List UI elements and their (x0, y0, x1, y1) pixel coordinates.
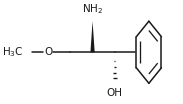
Text: O: O (44, 47, 52, 57)
Text: OH: OH (107, 88, 123, 98)
Text: H$_3$C: H$_3$C (2, 45, 23, 59)
Polygon shape (90, 21, 95, 52)
Text: NH$_2$: NH$_2$ (82, 2, 103, 16)
